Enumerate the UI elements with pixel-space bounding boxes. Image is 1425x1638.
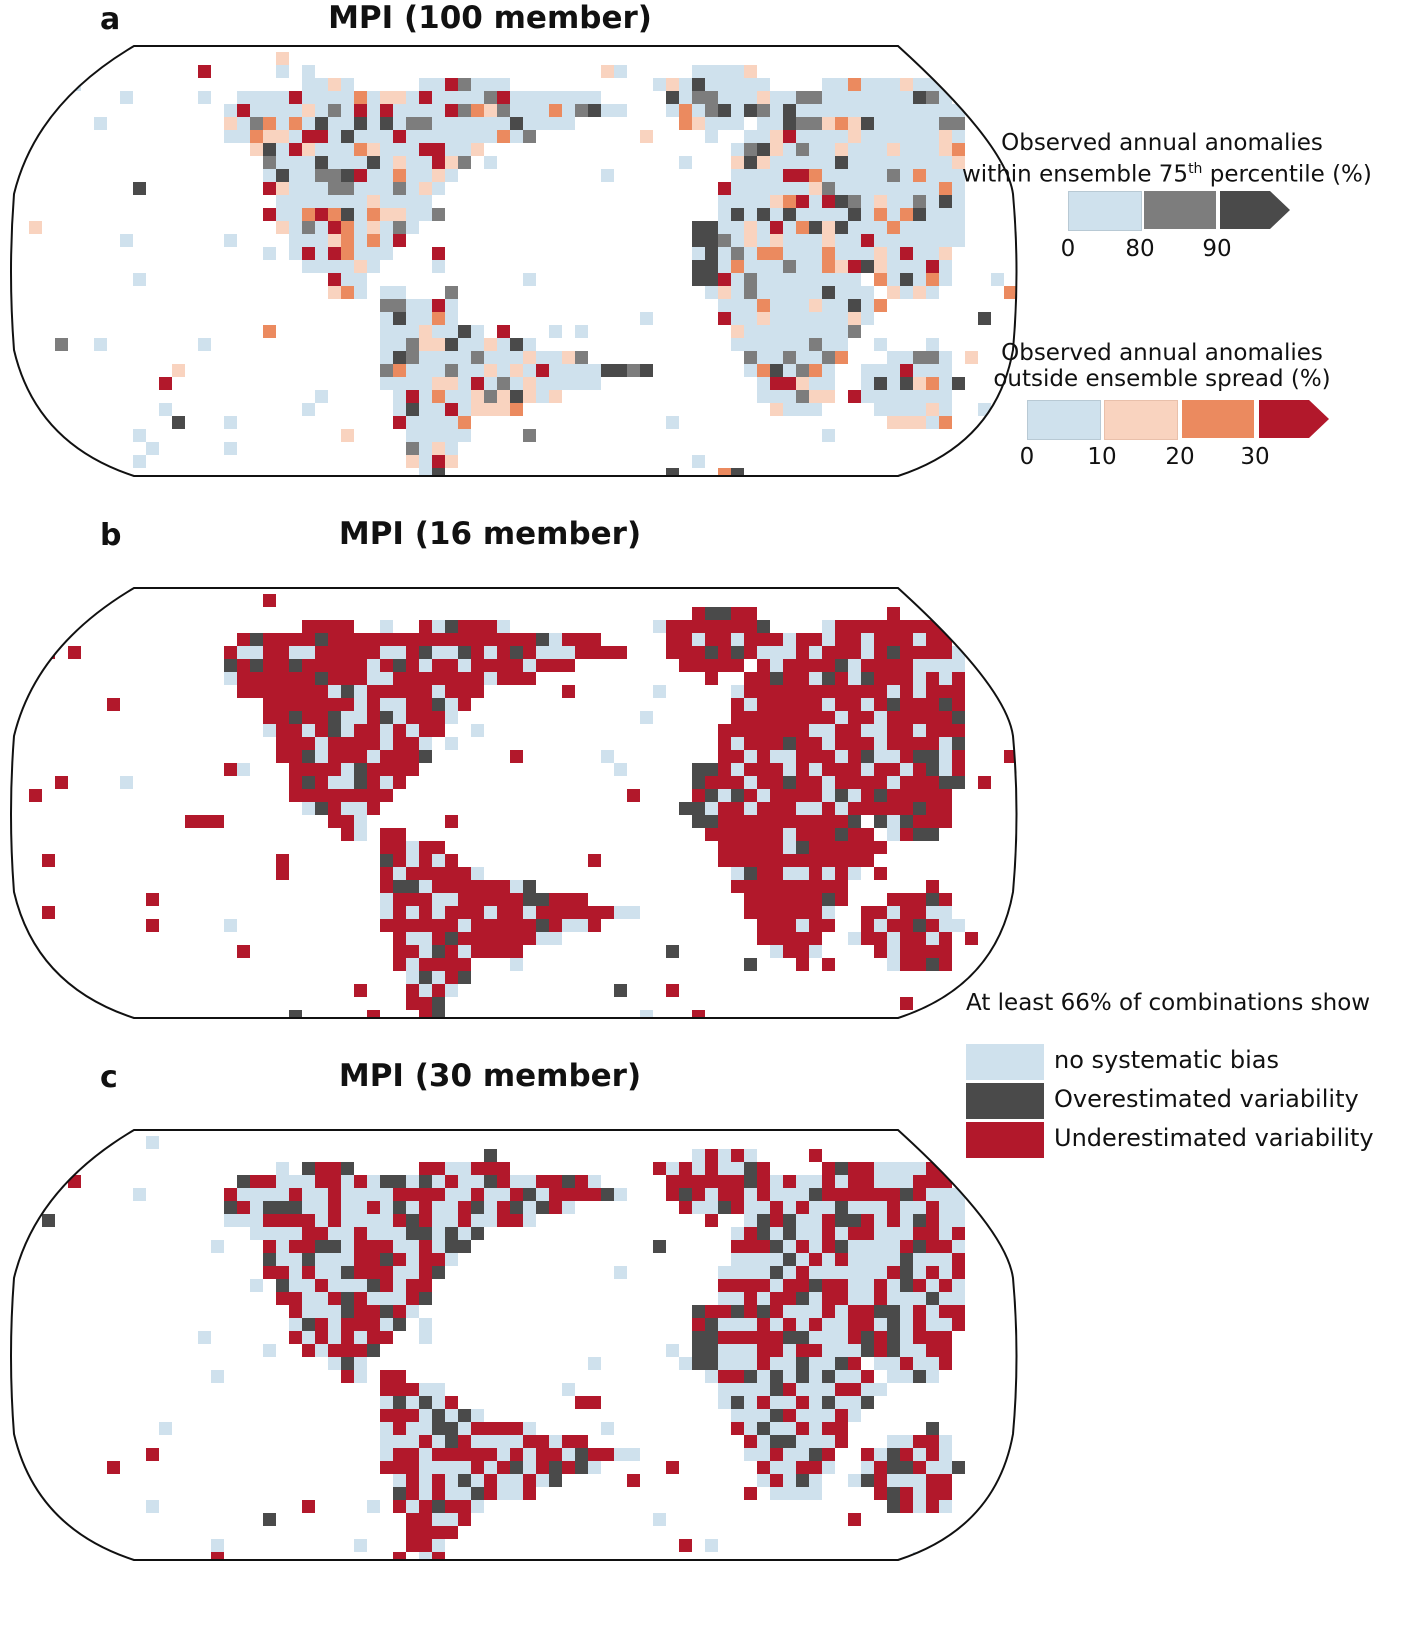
panel-b-title: MPI (16 member) (338, 516, 642, 552)
tick-percentile-80: 80 (1125, 236, 1155, 262)
legend-percentile-title-line1: Observed annual anomalies (1001, 130, 1323, 156)
panel-a-letter: a (100, 2, 121, 37)
panel-c-letter: c (100, 1060, 118, 1095)
legend-swatch-no-bias (966, 1044, 1044, 1080)
tick-percentile-90: 90 (1202, 236, 1232, 262)
legend-percentile-title-line2: within ensemble 75th percentile (%) (962, 161, 1372, 188)
panel-a-title: MPI (100 member) (328, 0, 652, 36)
legend-label-overestimated: Overestimated variability (1054, 1085, 1359, 1113)
map-panel-a (6, 44, 1020, 500)
colorbar-percentile-bin2 (1144, 191, 1216, 229)
legend-spread-title-line1: Observed annual anomalies (1001, 340, 1323, 366)
panel-c-title: MPI (30 member) (338, 1058, 642, 1094)
tick-spread-0: 0 (1019, 444, 1035, 470)
tick-spread-10: 10 (1087, 444, 1117, 470)
tick-spread-30: 30 (1240, 444, 1270, 470)
legend-label-no-bias: no systematic bias (1054, 1046, 1280, 1074)
robinson-map-a (10, 45, 1018, 477)
panel-b-letter: b (100, 518, 122, 553)
colorbar-spread-arrow (1259, 400, 1329, 438)
colorbar-spread-bin1 (1027, 400, 1101, 440)
legend-swatch-overestimated (966, 1083, 1044, 1119)
legend-spread-title: Observed annual anomalies outside ensemb… (962, 340, 1362, 392)
map-panel-c (6, 1128, 1020, 1584)
robinson-map-b (10, 587, 1018, 1019)
tick-percentile-0: 0 (1060, 236, 1076, 262)
colorbar-percentile-bin1 (1068, 191, 1142, 231)
colorbar-spread-bin2 (1104, 400, 1178, 440)
colorbar-percentile-arrow (1220, 191, 1290, 229)
legend-percentile-title: Observed annual anomalies within ensembl… (962, 130, 1372, 188)
legend-spread-title-line2: outside ensemble spread (%) (993, 366, 1331, 392)
robinson-map-c (10, 1129, 1018, 1561)
legend-swatch-underestimated (966, 1122, 1044, 1158)
colorbar-spread-bin3 (1182, 400, 1254, 438)
legend-category-title: At least 66% of combinations show (966, 990, 1371, 1016)
legend-label-underestimated: Underestimated variability (1054, 1124, 1374, 1152)
tick-spread-20: 20 (1165, 444, 1195, 470)
map-panel-b (6, 586, 1020, 1042)
